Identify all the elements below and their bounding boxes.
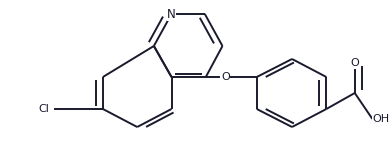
Text: OH: OH — [372, 114, 390, 124]
Text: O: O — [350, 58, 359, 68]
Text: O: O — [221, 72, 230, 82]
Text: Cl: Cl — [38, 104, 49, 114]
Text: N: N — [167, 7, 176, 20]
